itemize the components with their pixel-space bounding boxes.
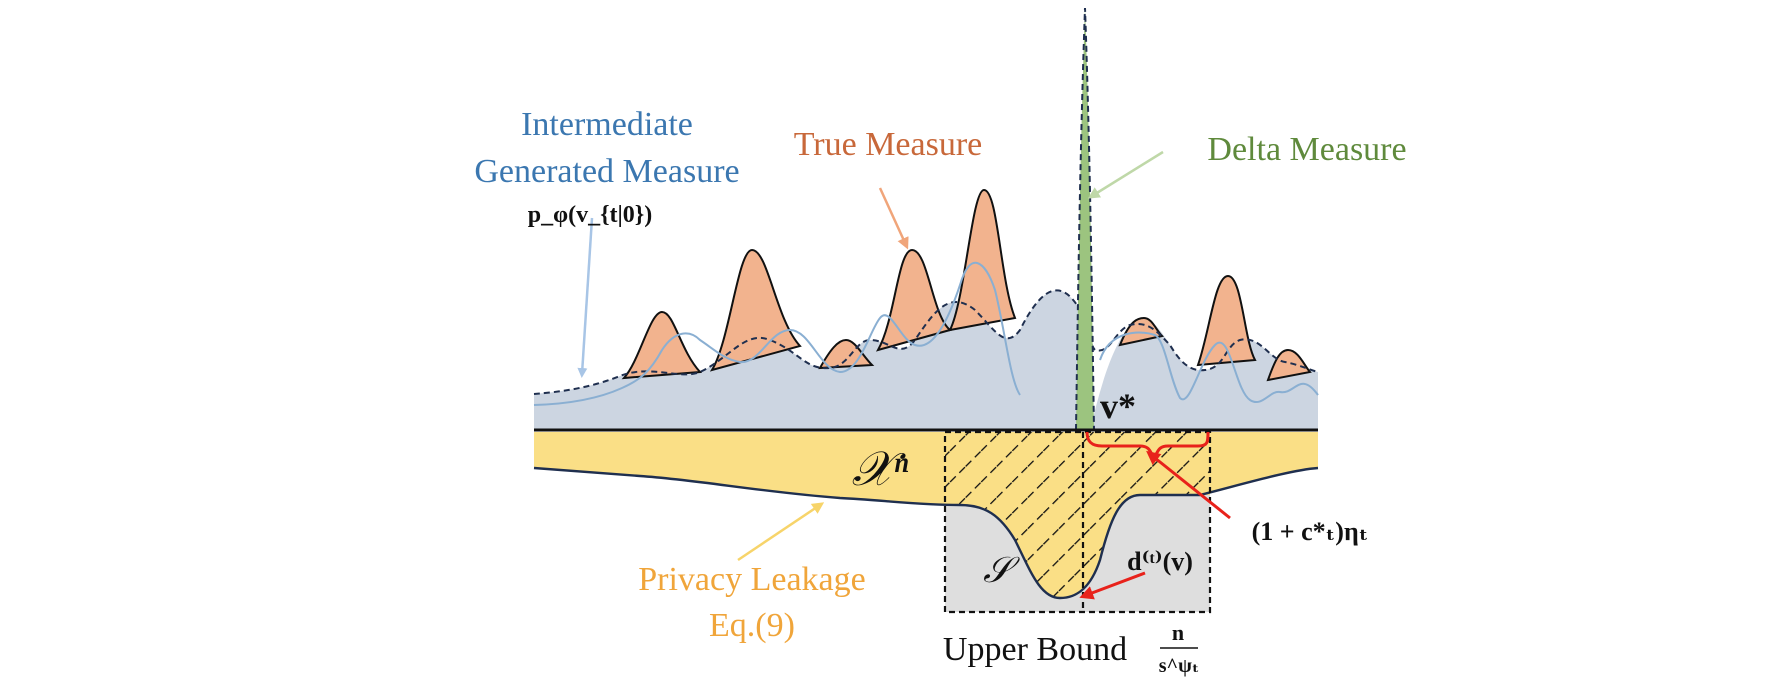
arrow-icon xyxy=(878,187,909,250)
privacy-label-line1: Privacy Leakage xyxy=(638,561,866,598)
arrow-icon xyxy=(577,217,594,378)
arrow-icon xyxy=(1087,150,1164,199)
intermediate-label-line1: Intermediate xyxy=(521,106,693,143)
upper-bound-label: Upper Bound xyxy=(943,631,1127,668)
arrow-icon xyxy=(1079,571,1146,600)
true-measure-peaks xyxy=(621,188,1312,382)
true-measure-label: True Measure xyxy=(794,126,983,163)
delta-measure-label: Delta Measure xyxy=(1207,131,1406,168)
arrow-icon xyxy=(737,502,825,562)
generated-measure-curve xyxy=(533,289,1319,395)
data-space-boundary xyxy=(533,466,1319,600)
upper-bound-denominator: s^ψₜ xyxy=(1159,655,1200,677)
generated-measure-area-right xyxy=(1090,319,1318,430)
arrow-icon xyxy=(1146,450,1231,520)
generated-measure-area xyxy=(534,290,1089,430)
radius-label: (1 + c*ₜ)ηₜ xyxy=(1252,517,1369,546)
upper-bound-numerator: n xyxy=(1172,620,1184,645)
privacy-label-line2: Eq.(9) xyxy=(709,607,795,644)
generated-formula: p_φ(v_{t|0}) xyxy=(528,202,653,228)
set-s-box xyxy=(943,430,1212,614)
delta-measure-spike xyxy=(1074,7,1096,431)
intermediate-label-line2: Generated Measure xyxy=(474,153,739,190)
vstar-label: v* xyxy=(1100,386,1136,426)
generated-density-line xyxy=(533,262,1319,406)
space-label: 𝒳ⁿ xyxy=(852,443,908,496)
distance-label: d⁽ᵗ⁾(v) xyxy=(1127,547,1193,576)
hatched-region xyxy=(945,432,1210,598)
